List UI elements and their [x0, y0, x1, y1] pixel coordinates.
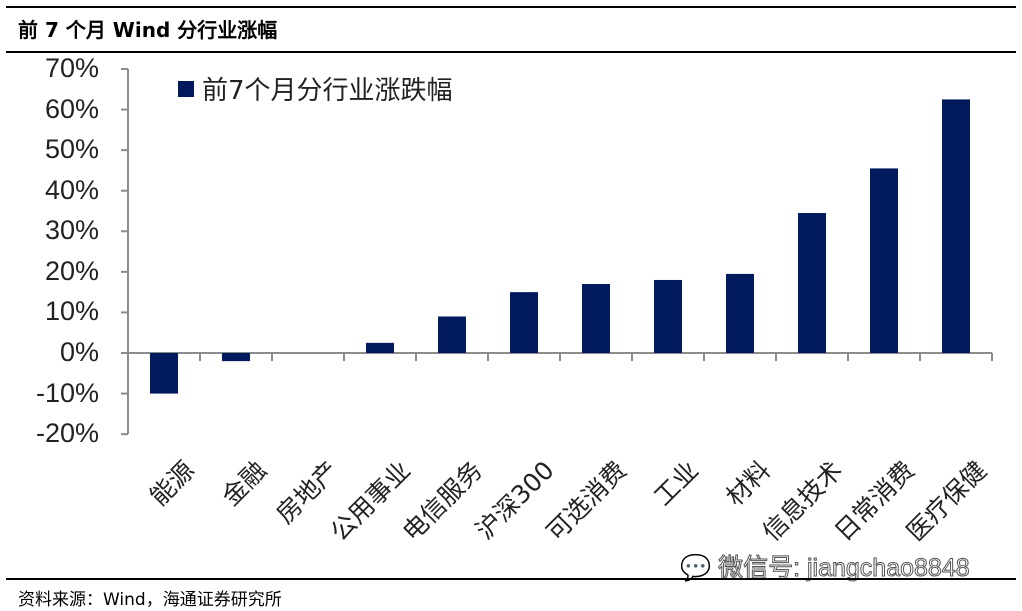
source-note: 资料来源：Wind，海通证券研究所	[18, 590, 282, 610]
y-tick-label: -20%	[35, 418, 99, 449]
y-tick-label: 60%	[44, 93, 99, 124]
y-tick-label: 40%	[44, 174, 99, 205]
y-tick-label: 30%	[44, 215, 99, 246]
chart-title: 前 7 个月 Wind 分行业涨幅	[18, 18, 278, 42]
legend-swatch	[178, 80, 194, 97]
y-tick-label: 50%	[44, 134, 99, 165]
bar	[438, 316, 466, 353]
legend: 前7个月分行业涨跌幅	[178, 70, 453, 107]
y-tick-label: 20%	[44, 255, 99, 286]
wechat-icon: 💬	[679, 554, 712, 583]
bar	[654, 279, 682, 353]
y-tick-label: -10%	[35, 377, 99, 408]
bar	[870, 168, 898, 353]
y-tick-label: 70%	[44, 53, 99, 83]
top-rule	[6, 6, 1016, 8]
legend-label: 前7个月分行业涨跌幅	[202, 76, 453, 106]
bar	[150, 353, 178, 394]
bar	[798, 213, 826, 353]
bar	[222, 353, 250, 362]
bar	[582, 284, 610, 353]
y-tick-label: 0%	[59, 337, 99, 367]
watermark-text: 微信号: jiangchao8848	[718, 554, 971, 583]
title-rule	[6, 51, 1016, 53]
bar	[726, 273, 754, 353]
bar	[510, 292, 538, 353]
bar	[942, 99, 970, 353]
watermark: 💬 微信号: jiangchao8848	[679, 548, 971, 584]
bottom-rule	[6, 578, 1016, 580]
y-tick-label: 10%	[44, 296, 99, 327]
bar	[366, 342, 394, 353]
